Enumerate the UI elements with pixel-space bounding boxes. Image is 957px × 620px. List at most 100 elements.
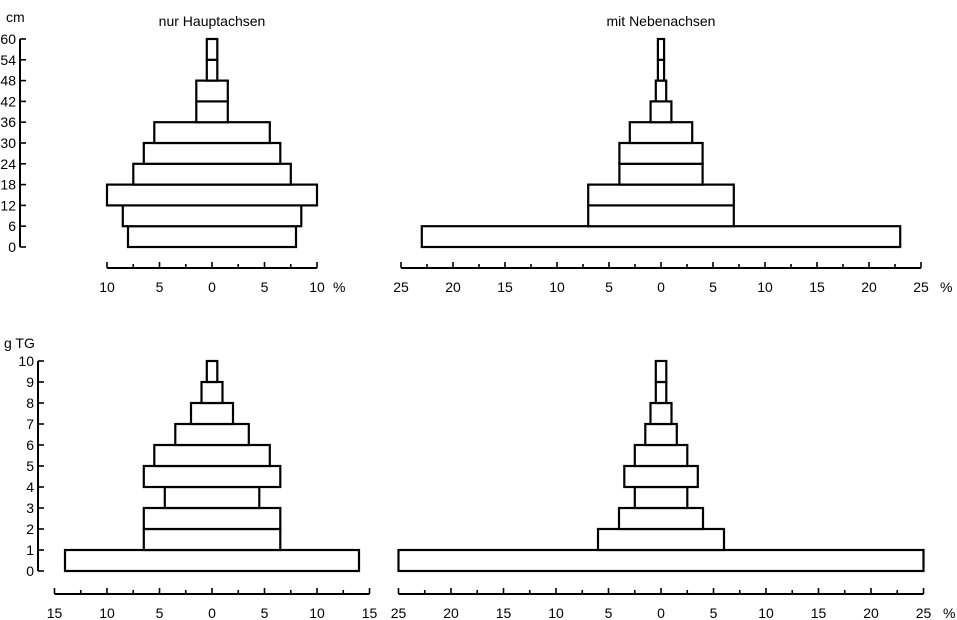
bar-24 — [142, 141, 282, 165]
bar-1 — [596, 527, 726, 552]
bar-9 — [654, 359, 668, 384]
bar-4 — [142, 464, 282, 489]
bar-36 — [195, 100, 229, 124]
y-unit-label: g TG — [4, 335, 35, 351]
bar-24 — [618, 141, 704, 165]
bar-54 — [656, 37, 666, 61]
bar-42 — [654, 79, 668, 103]
x-tick-label: 20 — [445, 279, 461, 295]
bar-6 — [644, 422, 678, 447]
x-tick-label: 0 — [208, 279, 216, 295]
bar-5 — [633, 443, 689, 468]
y-tick-label: 30 — [0, 135, 16, 151]
panel-title: nur Hauptachsen — [159, 13, 266, 29]
y-tick-label: 1 — [26, 542, 34, 558]
y-tick-label: 8 — [26, 395, 34, 411]
y-tick-label: 12 — [0, 197, 16, 213]
bar-3 — [633, 485, 689, 510]
bar-0 — [63, 548, 361, 573]
bar-0 — [126, 225, 298, 249]
bar-2 — [617, 506, 705, 531]
x-unit-label: % — [940, 279, 952, 295]
x-tick-label: 0 — [208, 605, 216, 620]
y-tick-label: 42 — [0, 93, 16, 109]
x-tick-label: 10 — [757, 279, 773, 295]
x-tick-label: 5 — [261, 605, 269, 620]
bar-48 — [205, 58, 219, 82]
y-tick-label: 18 — [0, 177, 16, 193]
x-tick-label: 15 — [811, 605, 827, 620]
bar-1 — [142, 527, 282, 552]
x-tick-label: 15 — [496, 605, 512, 620]
bar-42 — [195, 79, 229, 103]
x-unit-label: % — [943, 605, 955, 620]
bar-9 — [205, 359, 219, 384]
y-unit-label: cm — [6, 9, 25, 25]
y-tick-label: 0 — [8, 239, 16, 255]
x-tick-label: 25 — [916, 605, 932, 620]
y-tick-label: 3 — [26, 500, 34, 516]
bar-0 — [420, 225, 902, 249]
x-tick-label: 15 — [497, 279, 513, 295]
x-unit-label: % — [333, 279, 345, 295]
y-tick-label: 2 — [26, 521, 34, 537]
bar-3 — [163, 485, 261, 510]
x-tick-label: 15 — [362, 605, 378, 620]
bar-7 — [189, 401, 235, 426]
x-tick-label: 20 — [443, 605, 459, 620]
bar-54 — [205, 37, 219, 61]
bar-18 — [132, 162, 292, 186]
bar-36 — [649, 100, 673, 124]
x-tick-label: 10 — [549, 279, 565, 295]
bar-12 — [587, 183, 735, 207]
bar-4 — [623, 464, 699, 489]
y-tick-label: 54 — [0, 52, 16, 68]
x-tick-label: 10 — [99, 279, 115, 295]
bar-6 — [174, 422, 250, 447]
x-tick-label: 5 — [710, 605, 718, 620]
y-tick-label: 10 — [18, 353, 34, 369]
bar-6 — [121, 204, 303, 228]
bar-0 — [397, 548, 925, 573]
x-tick-label: 5 — [605, 279, 613, 295]
y-tick-label: 9 — [26, 374, 34, 390]
y-tick-label: 36 — [0, 114, 16, 130]
y-tick-label: 6 — [8, 218, 16, 234]
bar-8 — [200, 380, 224, 405]
panel-title: mit Nebenachsen — [607, 13, 716, 29]
panel-hauptachsen-tg: 15 10 5 0 5 10 15 0 1 2 3 4 5 6 7 8 9 10 g TG — [4, 335, 377, 620]
panel-hauptachsen-cm: 10 5 0 5 10 % 0 6 12 18 24 30 36 42 48 54 60 cm nur Haupta… — [0, 9, 345, 295]
x-tick-label: 5 — [605, 605, 613, 620]
y-tick-label: 7 — [26, 416, 34, 432]
bar-2 — [142, 506, 282, 531]
bar-8 — [654, 380, 668, 405]
y-tick-label: 6 — [26, 437, 34, 453]
x-tick-label: 15 — [47, 605, 63, 620]
x-tick-label: 5 — [709, 279, 717, 295]
bar-7 — [649, 401, 673, 426]
x-tick-label: 25 — [913, 279, 929, 295]
bar-6 — [587, 204, 735, 228]
y-tick-label: 5 — [26, 458, 34, 474]
x-tick-label: 10 — [99, 605, 115, 620]
x-tick-label: 10 — [309, 605, 325, 620]
x-tick-label: 15 — [809, 279, 825, 295]
y-tick-label: 0 — [26, 563, 34, 579]
x-tick-label: 10 — [548, 605, 564, 620]
bar-18 — [618, 162, 704, 186]
panel-nebenachsen-cm: 25 20 15 10 5 0 5 10 15 20 25 % mit Nebenachsen — [393, 13, 952, 295]
x-tick-label: 5 — [156, 605, 164, 620]
panel-nebenachsen-tg: 25 20 15 10 5 0 5 10 15 20 25% — [391, 359, 955, 620]
bar-5 — [153, 443, 271, 468]
x-tick-label: 0 — [657, 605, 665, 620]
x-tick-label: 5 — [156, 279, 164, 295]
x-tick-label: 20 — [863, 605, 879, 620]
x-tick-label: 20 — [861, 279, 877, 295]
x-tick-label: 25 — [391, 605, 407, 620]
y-tick-label: 48 — [0, 73, 16, 89]
x-tick-label: 10 — [309, 279, 325, 295]
bar-30 — [153, 121, 271, 145]
x-tick-label: 5 — [261, 279, 269, 295]
bar-12 — [105, 183, 319, 207]
